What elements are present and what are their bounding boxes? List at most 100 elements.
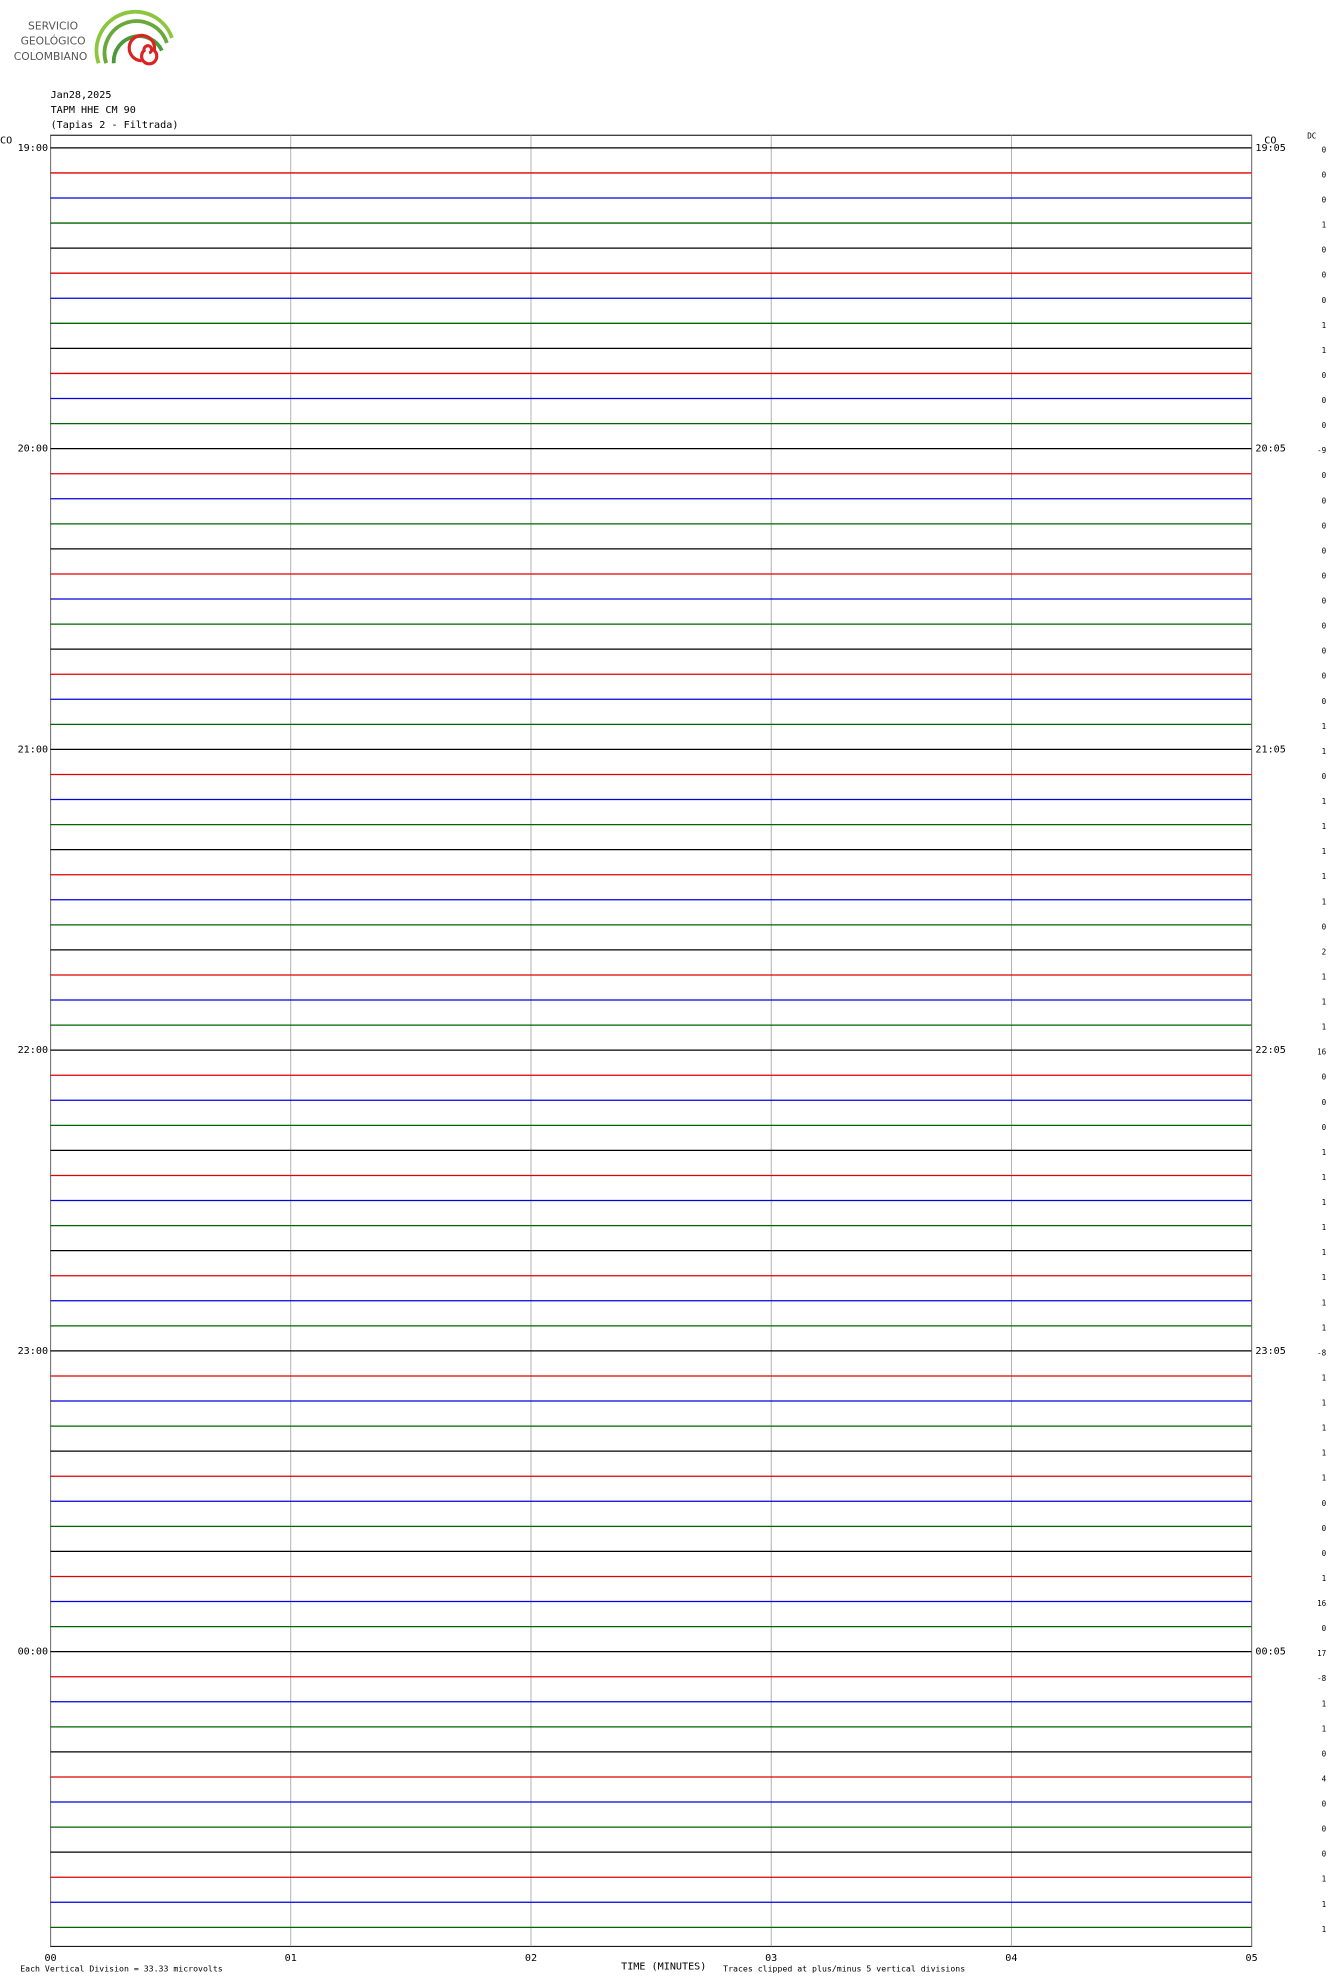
dc-value: 1 (1322, 1699, 1327, 1708)
x-tick-label: 04 (1005, 1953, 1017, 1964)
dc-value: 0 (1322, 1098, 1327, 1107)
dc-value: 1 (1322, 1474, 1327, 1483)
x-tick-label: 02 (525, 1953, 537, 1964)
dc-value: 1 (1322, 1399, 1327, 1408)
dc-value: 0 (1322, 672, 1327, 681)
dc-value: 16 (1317, 1599, 1327, 1608)
dc-value: 1 (1322, 1198, 1327, 1207)
hour-label: 00:00 (18, 1647, 48, 1658)
dc-value: 0 (1322, 371, 1327, 380)
dc-value: 0 (1322, 1749, 1327, 1758)
dc-value: 0 (1322, 1800, 1327, 1809)
x-tick-label: 05 (1246, 1953, 1258, 1964)
dc-value: -8 (1317, 1348, 1327, 1357)
hour-label-right: 23:05 (1255, 1346, 1285, 1357)
x-axis-label: TIME (MINUTES) (621, 1962, 706, 1973)
dc-value: 1 (1322, 1900, 1327, 1909)
dc-value: 16 (1317, 1048, 1327, 1057)
dc-value: 1 (1322, 1173, 1327, 1182)
x-tick-label: 01 (285, 1953, 297, 1964)
plot-frame (50, 134, 1253, 1947)
dc-value: 1 (1322, 972, 1327, 981)
x-tick-label: 00 (44, 1953, 56, 1964)
dc-value: 0 (1322, 697, 1327, 706)
dc-value: 1 (1322, 1424, 1327, 1433)
logo-spiral (127, 33, 159, 66)
hour-label-right: 20:05 (1255, 444, 1285, 455)
logo-arc (102, 19, 169, 64)
dc-value: 0 (1322, 145, 1327, 154)
dc-value: 1 (1322, 847, 1327, 856)
dc-value: 0 (1322, 597, 1327, 606)
hour-label-right: 19:05 (1255, 143, 1285, 154)
dc-value: 1 (1322, 897, 1327, 906)
dc-value: 1 (1322, 1373, 1327, 1382)
dc-value: 0 (1322, 396, 1327, 405)
hour-label: 21:00 (18, 744, 48, 755)
dc-value: 0 (1322, 296, 1327, 305)
dc-value: 0 (1322, 1850, 1327, 1859)
dc-value: 1 (1322, 1574, 1327, 1583)
dc-value: 1 (1322, 1875, 1327, 1884)
dc-value: 1 (1322, 1449, 1327, 1458)
dc-value: 2 (1322, 947, 1327, 956)
dc-value: 0 (1322, 571, 1327, 580)
logo: SERVICIO GEOLÓGICO COLOMBIANO (14, 9, 174, 66)
dc-value: 4 (1322, 1775, 1327, 1784)
dc-value: 1 (1322, 1023, 1327, 1032)
dc-value: 1 (1322, 1273, 1327, 1282)
dc-value: 1 (1322, 722, 1327, 731)
dc-header: DC (1307, 132, 1316, 141)
dc-value: -8 (1317, 1674, 1327, 1683)
hour-label: 20:00 (18, 444, 48, 455)
hour-label: 19:00 (18, 143, 48, 154)
dc-value: 0 (1322, 1524, 1327, 1533)
dc-value: 1 (1322, 1298, 1327, 1307)
dc-value: 1 (1322, 346, 1327, 355)
logo-arc (94, 9, 174, 64)
dc-value: 0 (1322, 1549, 1327, 1558)
dc-value: 1 (1322, 822, 1327, 831)
dc-value: 1 (1322, 747, 1327, 756)
dc-value: 0 (1322, 496, 1327, 505)
hour-label-right: 22:05 (1255, 1045, 1285, 1056)
dc-value: 0 (1322, 1123, 1327, 1132)
dc-value: 1 (1322, 872, 1327, 881)
dc-value: 0 (1322, 1825, 1327, 1834)
hour-label: 23:00 (18, 1346, 48, 1357)
dc-value: 1 (1322, 1323, 1327, 1332)
logo-text: COLOMBIANO (14, 50, 88, 63)
dc-value: 1 (1322, 1925, 1327, 1934)
logo-text: SERVICIO (28, 20, 78, 33)
logo-text: GEOLÓGICO (21, 35, 86, 48)
dc-value: 0 (1322, 1073, 1327, 1082)
dc-value: 0 (1322, 271, 1327, 280)
logo-arc (111, 34, 164, 64)
date: Jan28,2025 (51, 90, 112, 101)
dc-value: 1 (1322, 998, 1327, 1007)
dc-value: 1 (1322, 1223, 1327, 1232)
dc-value: 0 (1322, 622, 1327, 631)
right-network: CO (1264, 135, 1276, 146)
dc-value: 0 (1322, 922, 1327, 931)
left-network: CO (0, 135, 12, 146)
hour-label-right: 00:05 (1255, 1647, 1285, 1658)
subtitle: (Tapias 2 - Filtrada) (51, 120, 179, 131)
dc-value: 0 (1322, 170, 1327, 179)
dc-value: 0 (1322, 421, 1327, 430)
dc-value: 1 (1322, 797, 1327, 806)
hour-label: 22:00 (18, 1045, 48, 1056)
dc-value: 1 (1322, 321, 1327, 330)
station: TAPM HHE CM 90 (51, 105, 136, 116)
dc-value: -9 (1317, 446, 1327, 455)
dc-value: 0 (1322, 471, 1327, 480)
dc-value: 0 (1322, 196, 1327, 205)
dc-value: 0 (1322, 647, 1327, 656)
dc-value: 1 (1322, 1148, 1327, 1157)
dc-value: 0 (1322, 1499, 1327, 1508)
dc-value: 0 (1322, 772, 1327, 781)
clip-note: Traces clipped at plus/minus 5 vertical … (723, 1964, 965, 1974)
dc-value: 0 (1322, 1624, 1327, 1633)
hour-label-right: 21:05 (1255, 744, 1285, 755)
